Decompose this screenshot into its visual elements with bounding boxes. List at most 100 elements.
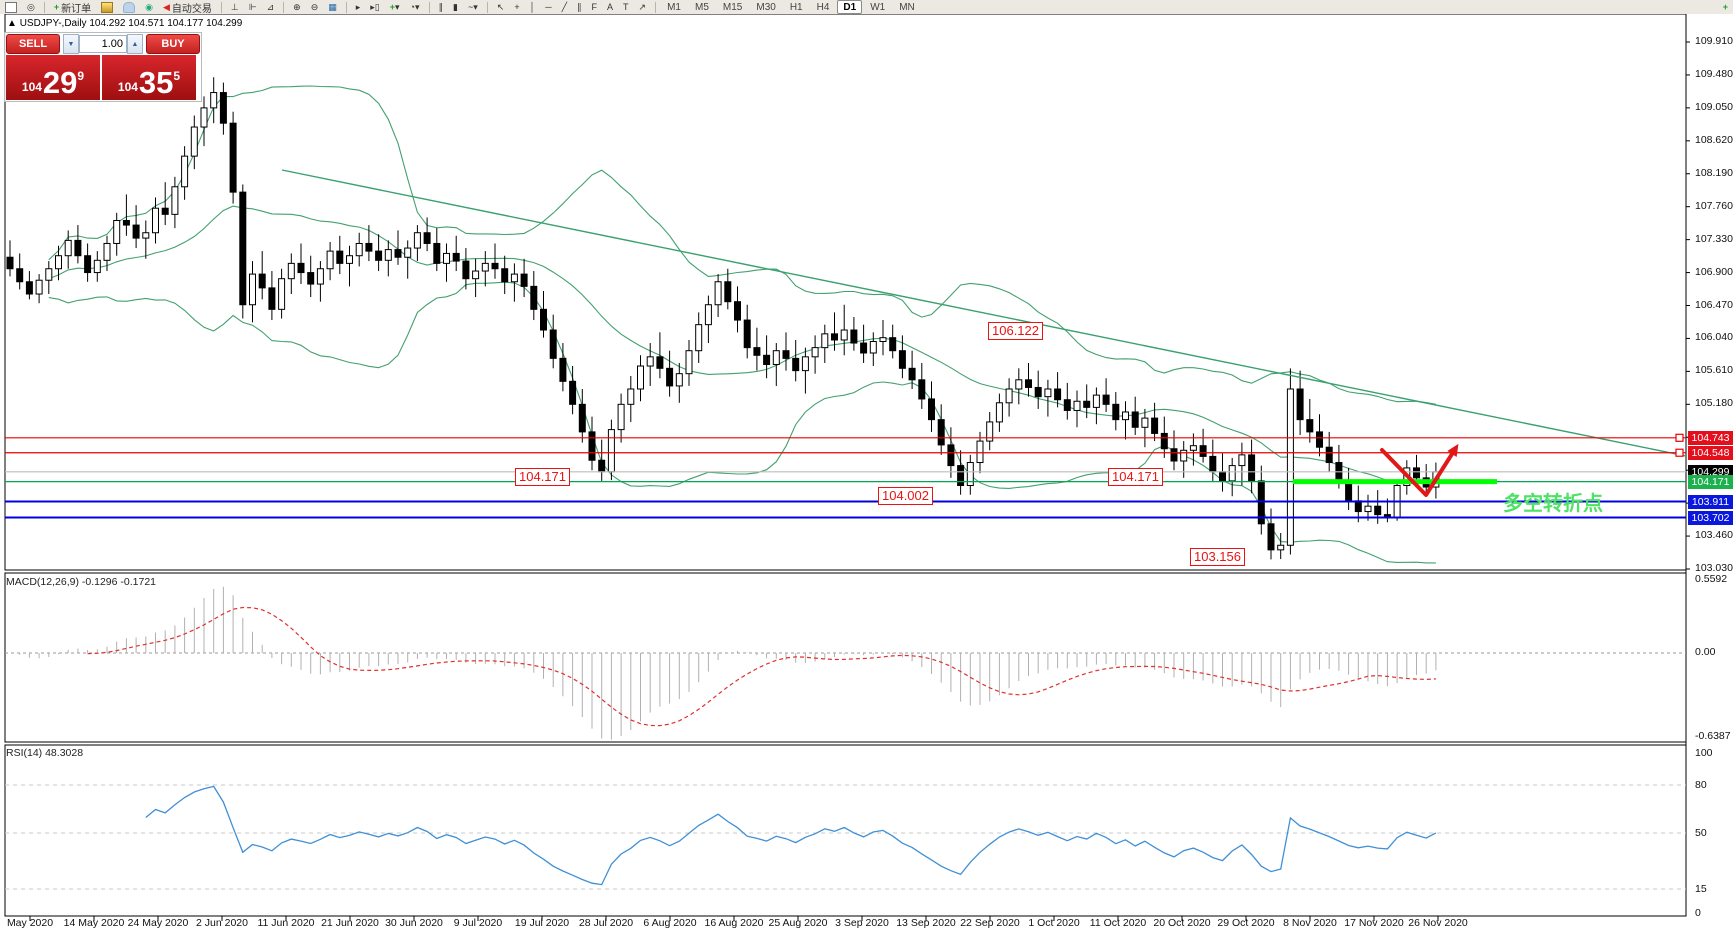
date-axis-label: 25 Aug 2020: [768, 917, 828, 929]
price-tag-104.171: 104.171: [1688, 474, 1733, 489]
rsi-axis-label: 15: [1695, 883, 1707, 895]
candle-chart-button[interactable]: ▮: [449, 0, 462, 14]
drawing-tool-5[interactable]: ∥: [577, 2, 582, 12]
timeframe-toolbar: M1 M5 M15 M30 H1 H4 D1 W1 MN: [660, 0, 922, 14]
sell-price-tile[interactable]: 104 29 9: [6, 55, 100, 100]
buy-button[interactable]: BUY: [146, 34, 200, 54]
price-axis-label: 106.470: [1695, 298, 1733, 311]
date-axis-label: 24 May 2020: [127, 917, 189, 929]
timeframe-d1[interactable]: D1: [837, 0, 863, 14]
chart-shift-icon: ⊥: [230, 2, 239, 12]
price-annotation-104.171[interactable]: 104.171: [515, 468, 570, 486]
timeframe-m30[interactable]: M30: [756, 1, 776, 13]
line-handle[interactable]: [1675, 448, 1684, 457]
macd-axis-label: 0.00: [1695, 646, 1716, 658]
tester-button[interactable]: ▸: [352, 0, 365, 14]
descending-trendline[interactable]: [281, 169, 1687, 457]
line-chart-icon: ~: [467, 2, 474, 12]
dropdown-caret-icon: ▾: [415, 2, 420, 12]
timeframe-h1[interactable]: H1: [789, 1, 803, 13]
timeframe-w1[interactable]: W1: [870, 1, 886, 13]
autotrade-button[interactable]: ◀ 自动交易: [159, 0, 216, 15]
buy-price-pips: 35: [138, 65, 174, 100]
rsi-axis-label: 0: [1695, 907, 1701, 919]
price-annotation-103.156[interactable]: 103.156: [1190, 548, 1245, 566]
reversal-arrow[interactable]: [1380, 448, 1454, 497]
chart-window-icon[interactable]: [1, 0, 21, 14]
date-axis-label: May 2020: [6, 917, 54, 929]
price-axis-label: 106.900: [1695, 265, 1733, 278]
volume-decrease-button[interactable]: ▼: [63, 34, 79, 54]
date-axis-label: 19 Jul 2020: [514, 917, 570, 929]
clock-icon: ◔: [409, 2, 415, 12]
tile-windows-button[interactable]: ▦: [324, 0, 341, 14]
price-axis-label: 109.480: [1695, 67, 1733, 80]
rsi-pane-border: [4, 744, 1687, 917]
date-axis-label: 16 Aug 2020: [704, 917, 764, 929]
price-axis-label: 107.330: [1695, 232, 1733, 245]
rsi-axis-label: 100: [1695, 747, 1713, 759]
drawing-tool-9[interactable]: ↗: [638, 2, 647, 12]
new-order-label: 新订单: [61, 3, 92, 15]
zoom-out-button[interactable]: ⊖: [307, 0, 323, 14]
date-axis-label: 11 Oct 2020: [1089, 917, 1147, 929]
signals-button[interactable]: ◉: [141, 0, 157, 14]
volume-increase-button[interactable]: ▲: [127, 34, 143, 54]
zoom-in-button[interactable]: ⊕: [289, 0, 305, 14]
gold-bar-icon: [101, 1, 114, 13]
line-chart-button[interactable]: ~ ▾: [464, 0, 482, 14]
price-axis-label: 109.050: [1695, 100, 1733, 113]
chart-area[interactable]: ▲ USDJPY-,Daily 104.292 104.571 104.177 …: [0, 14, 1733, 935]
timeframe-m1[interactable]: M1: [667, 1, 681, 13]
date-axis-label: 9 Jul 2020: [453, 917, 503, 929]
gold-icon[interactable]: [97, 0, 117, 14]
sell-button[interactable]: SELL: [6, 34, 60, 54]
add-indicator-button[interactable]: + ▾: [386, 0, 404, 14]
drawing-tool-8[interactable]: T: [623, 2, 629, 12]
price-axis-label: 106.040: [1695, 331, 1733, 344]
timeframe-m5[interactable]: M5: [695, 1, 709, 13]
volume-input[interactable]: [79, 35, 127, 53]
toolbar-separator: [345, 1, 347, 13]
market-watch-icon[interactable]: ◎: [23, 0, 39, 14]
buy-price-tile[interactable]: 104 35 5: [102, 55, 196, 100]
date-axis-label: 22 Sep 2020: [960, 917, 1020, 929]
sell-price-point: 9: [77, 69, 85, 83]
cloud-button[interactable]: [119, 0, 139, 14]
drawing-tool-3[interactable]: ─: [545, 2, 552, 12]
window-icon: [5, 1, 17, 13]
auto-scroll-button[interactable]: ⊩: [245, 0, 261, 14]
tester-visual-button[interactable]: ▸▯: [366, 0, 383, 14]
macd-pane-border: [4, 572, 1687, 743]
price-annotation-104.002[interactable]: 104.002: [878, 487, 933, 505]
line-handle[interactable]: [1675, 433, 1684, 442]
timeframe-m15[interactable]: M15: [722, 1, 743, 13]
scale-fix-button[interactable]: ⊿: [263, 0, 279, 14]
timeframe-mn[interactable]: MN: [899, 1, 915, 13]
price-axis-label: 108.620: [1695, 133, 1733, 146]
period-button[interactable]: ◔ ▾: [406, 0, 424, 14]
indicator-plus-icon: +: [389, 2, 396, 12]
drawing-tool-0[interactable]: ↖: [496, 2, 505, 12]
chart-shift-button[interactable]: ⊥: [227, 0, 243, 14]
price-axis-label: 105.180: [1695, 397, 1733, 410]
price-annotation-106.122[interactable]: 106.122: [988, 322, 1043, 340]
drawing-tool-6[interactable]: F: [591, 2, 598, 12]
new-order-button[interactable]: + 新订单: [50, 0, 95, 15]
panel-expander-icon[interactable]: ▲: [7, 18, 17, 29]
drawing-tool-7[interactable]: A: [607, 2, 614, 12]
buy-price-figure: 104: [117, 80, 138, 94]
add-chart-button[interactable]: +: [1719, 0, 1732, 14]
bar-chart-button[interactable]: ∥: [435, 0, 448, 14]
date-axis-label: 6 Aug 2020: [643, 917, 697, 929]
drawing-tool-4[interactable]: ╱: [561, 2, 568, 12]
timeframe-h4[interactable]: H4: [816, 1, 830, 13]
chart-canvas[interactable]: [0, 14, 1733, 935]
drawing-tool-2[interactable]: │: [529, 2, 536, 12]
date-axis-label: 29 Oct 2020: [1217, 917, 1275, 929]
date-axis-label: 26 Nov 2020: [1408, 917, 1468, 929]
price-annotation-104.171[interactable]: 104.171: [1108, 468, 1163, 486]
date-axis-label: 30 Jun 2020: [385, 917, 443, 929]
drawing-tool-1[interactable]: +: [514, 2, 520, 12]
date-ticks: [29, 916, 1439, 921]
